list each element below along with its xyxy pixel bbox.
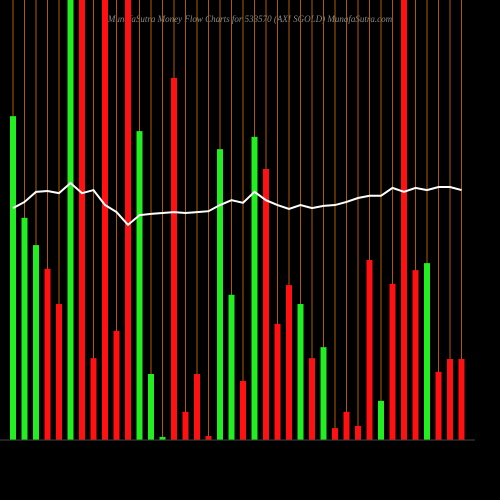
bar bbox=[274, 323, 281, 440]
bar bbox=[44, 268, 51, 440]
bar bbox=[332, 428, 338, 440]
bar bbox=[447, 359, 453, 440]
bar bbox=[194, 374, 200, 440]
bar bbox=[263, 168, 269, 440]
bar bbox=[378, 400, 384, 440]
chart-title: MunafaSutra Money Flow Charts for 533570… bbox=[107, 14, 393, 24]
bar bbox=[21, 217, 28, 440]
bar bbox=[10, 116, 16, 440]
bar bbox=[90, 358, 97, 440]
bar bbox=[435, 371, 442, 440]
bar bbox=[182, 411, 189, 440]
bar bbox=[286, 285, 292, 440]
bar bbox=[309, 358, 315, 440]
bar bbox=[33, 245, 39, 440]
bar bbox=[217, 149, 223, 440]
bar bbox=[343, 411, 350, 440]
bar bbox=[79, 0, 85, 440]
bar bbox=[389, 283, 396, 440]
bar bbox=[136, 131, 143, 440]
bar bbox=[366, 260, 373, 440]
bar bbox=[297, 304, 304, 440]
bar bbox=[113, 330, 120, 440]
bar bbox=[412, 270, 419, 440]
bar bbox=[56, 304, 62, 440]
bar bbox=[67, 0, 74, 440]
money-flow-line bbox=[12, 181, 462, 227]
bar bbox=[424, 263, 430, 440]
bar bbox=[251, 136, 258, 440]
bar bbox=[159, 436, 166, 440]
bar bbox=[320, 347, 327, 440]
bar bbox=[125, 0, 131, 440]
bar bbox=[228, 294, 235, 440]
bar bbox=[171, 77, 177, 440]
bar bbox=[148, 374, 154, 440]
bar bbox=[458, 359, 465, 440]
bar bbox=[355, 425, 361, 440]
bar bbox=[240, 381, 246, 440]
bar bbox=[205, 436, 212, 440]
bar bbox=[102, 0, 108, 440]
bar bbox=[401, 0, 407, 440]
